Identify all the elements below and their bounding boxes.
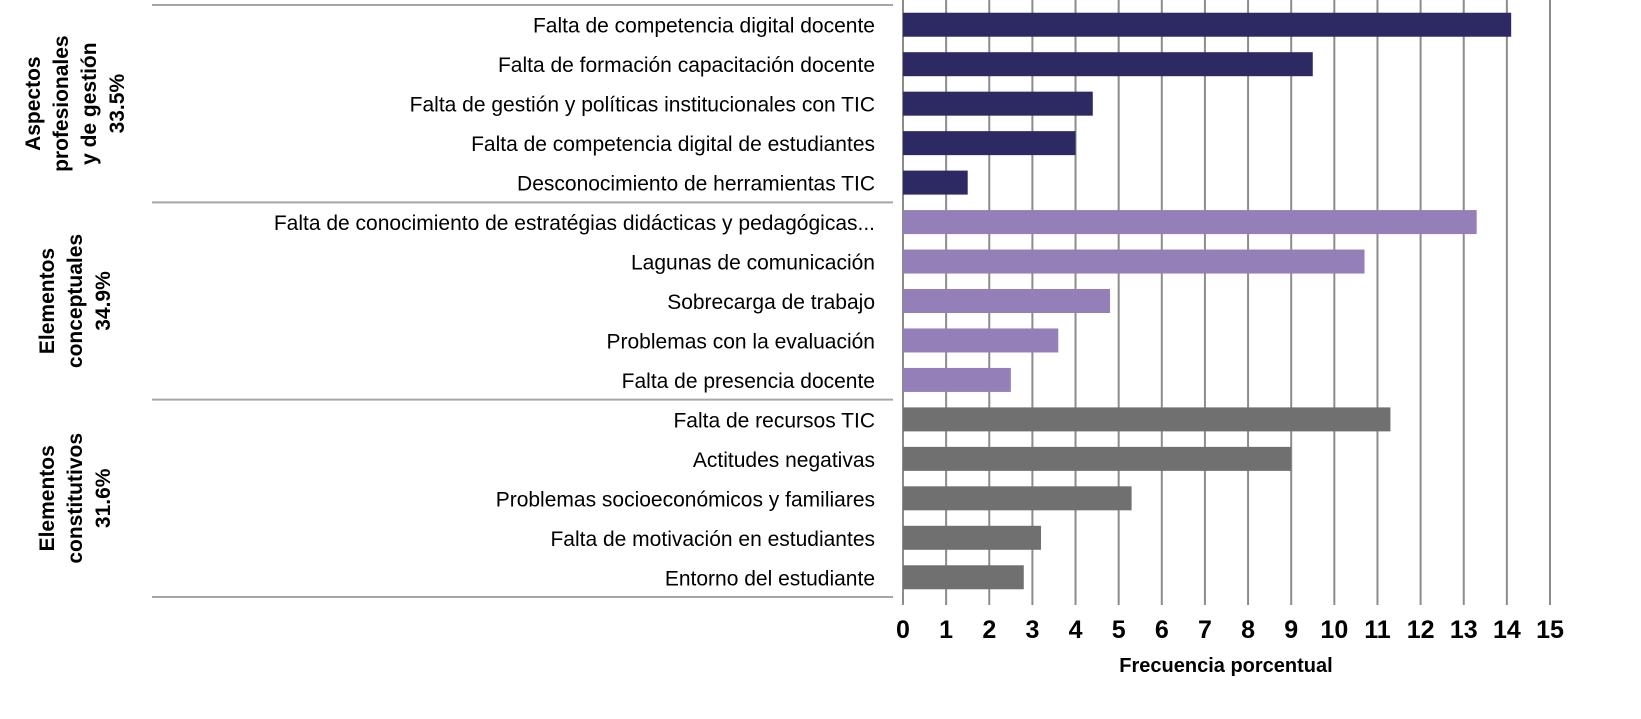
x-tick-label: 8 (1241, 616, 1255, 644)
bar (903, 565, 1024, 590)
x-axis-title: Frecuencia porcentual (1119, 655, 1332, 677)
x-tick-label: 12 (1407, 616, 1435, 644)
category-label: Problemas con la evaluación (607, 330, 876, 353)
bar (903, 525, 1042, 550)
category-label: Sobrecarga de trabajo (667, 291, 875, 314)
group-label-line: Elementos (36, 445, 59, 551)
category-label: Falta de competencia digital de estudian… (471, 133, 875, 156)
category-label: Lagunas de comunicación (631, 252, 875, 275)
x-tick-label: 13 (1450, 616, 1478, 644)
category-label: Desconocimiento de herramientas TIC (517, 173, 875, 196)
group-label-line: conceptuales (64, 234, 87, 368)
category-label: Falta de conocimiento de estratégias did… (274, 212, 875, 235)
group-label: Aspectos profesionales y de gestión 33.5% (22, 35, 129, 172)
category-label: Falta de presencia docente (622, 370, 875, 393)
category-label: Falta de gestión y políticas institucion… (410, 94, 875, 117)
x-tick-label: 11 (1364, 616, 1391, 644)
x-tick-label: 14 (1493, 616, 1521, 644)
bar (903, 446, 1292, 471)
category-label: Falta de motivación en estudiantes (550, 528, 875, 551)
group-label-line: constitutivos (64, 433, 87, 564)
bar (903, 486, 1132, 511)
bar (903, 328, 1059, 353)
x-tick-label: 9 (1284, 616, 1298, 644)
bar (903, 91, 1093, 116)
group-label-line: Elementos (36, 248, 59, 354)
x-tick-label: 7 (1198, 616, 1212, 644)
bar (903, 210, 1477, 235)
x-tick-label: 0 (896, 616, 910, 644)
bar (903, 52, 1313, 77)
group-label: Elementos constitutivos 31.6% (36, 433, 115, 564)
group-label-line: 31.6% (92, 468, 115, 528)
x-tick-label: 5 (1112, 616, 1126, 644)
group-label-line: profesionales (50, 35, 73, 172)
bar (903, 131, 1076, 156)
bar (903, 170, 968, 195)
bar (903, 289, 1111, 313)
x-tick-labels: 0 1 2 3 4 5 6 7 8 9 10 11 12 13 14 15 (896, 616, 1564, 644)
group-label-line: 34.9% (92, 271, 115, 331)
bar (903, 249, 1365, 274)
category-label: Actitudes negativas (693, 449, 875, 472)
group-dividers (152, 4, 893, 598)
category-label: Entorno del estudiante (665, 567, 875, 590)
group-label: Elementos conceptuales 34.9% (36, 234, 115, 368)
bar (903, 407, 1391, 432)
category-label: Falta de competencia digital docente (533, 15, 875, 38)
bars (903, 12, 1512, 590)
bar (903, 12, 1512, 37)
category-label: Falta de recursos TIC (673, 409, 875, 432)
x-tick-label: 10 (1320, 616, 1348, 644)
x-tick-label: 4 (1069, 616, 1083, 644)
x-tick-label: 2 (982, 616, 996, 644)
group-label-line: Aspectos (22, 56, 45, 151)
category-label: Falta de formación capacitación docente (498, 54, 875, 77)
bar (903, 367, 1011, 392)
group-label-line: 33.5% (106, 74, 129, 134)
x-tick-label: 6 (1155, 616, 1169, 644)
group-label-line: y de gestión (78, 42, 101, 165)
x-tick-label: 3 (1025, 616, 1039, 644)
category-label: Problemas socioeconómicos y familiares (496, 488, 875, 511)
group-labels: Aspectos profesionales y de gestión 33.5% El… (22, 35, 129, 563)
x-tick-label: 1 (939, 616, 953, 644)
x-tick-label: 15 (1536, 616, 1564, 644)
category-labels: Falta de competencia digital docente Falt… (274, 15, 875, 591)
